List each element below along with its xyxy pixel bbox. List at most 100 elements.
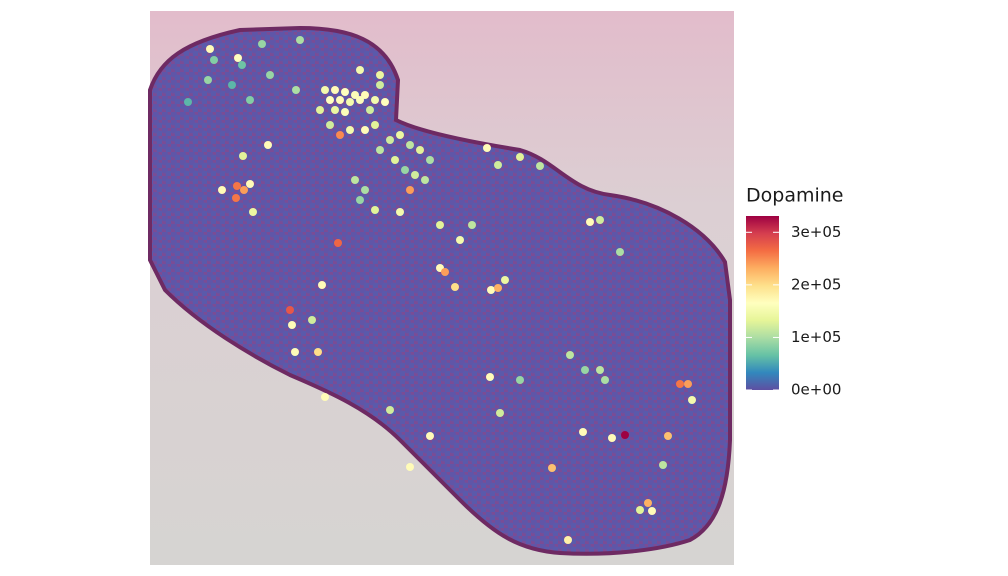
spot (238, 61, 246, 69)
spot (648, 507, 656, 515)
spot (233, 182, 241, 190)
spot (616, 248, 624, 256)
spot (386, 406, 394, 414)
spot (258, 40, 266, 48)
spot (601, 376, 609, 384)
spot (246, 180, 254, 188)
spot (487, 286, 495, 294)
spot (621, 431, 629, 439)
spot (308, 316, 316, 324)
spot (286, 306, 294, 314)
spot (346, 98, 354, 106)
spot (548, 464, 556, 472)
spot (206, 45, 214, 53)
spot (318, 281, 326, 289)
spot (366, 106, 374, 114)
spot (581, 366, 589, 374)
spot (371, 206, 379, 214)
spot (376, 146, 384, 154)
spot (264, 141, 272, 149)
spot (401, 166, 409, 174)
spot (326, 121, 334, 129)
spot (361, 126, 369, 134)
spot (336, 96, 344, 104)
spot (684, 380, 692, 388)
spot (564, 536, 572, 544)
spot (228, 81, 236, 89)
spot (501, 276, 509, 284)
spot (516, 153, 524, 161)
spot (376, 81, 384, 89)
spot (456, 236, 464, 244)
spot (406, 141, 414, 149)
spot (536, 162, 544, 170)
spot (436, 221, 444, 229)
spot (291, 348, 299, 356)
spot (579, 428, 587, 436)
spot (239, 152, 247, 160)
colorbar-tick-label: 1e+05 (791, 328, 841, 346)
colorbar (746, 216, 779, 390)
spot (688, 396, 696, 404)
colorbar-tick-label: 2e+05 (791, 275, 841, 293)
spot (314, 348, 322, 356)
spot (334, 239, 342, 247)
spot (496, 409, 504, 417)
spot (240, 186, 248, 194)
spot (371, 96, 379, 104)
spot (396, 131, 404, 139)
spot (296, 36, 304, 44)
spot (336, 131, 344, 139)
spot (184, 98, 192, 106)
spot (321, 86, 329, 94)
spot (356, 96, 364, 104)
spot (386, 136, 394, 144)
spot (391, 156, 399, 164)
spot (341, 88, 349, 96)
spot (321, 393, 329, 401)
spot (411, 171, 419, 179)
spot (451, 283, 459, 291)
spot (636, 506, 644, 514)
spot (210, 56, 218, 64)
spot (218, 186, 226, 194)
spot (486, 373, 494, 381)
spot (516, 376, 524, 384)
tissue (148, 25, 732, 556)
spot (676, 380, 684, 388)
spot (494, 284, 502, 292)
spot (326, 96, 334, 104)
spot (426, 156, 434, 164)
spot (468, 221, 476, 229)
spot (351, 91, 359, 99)
colorbar-tick-label: 0e+00 (791, 381, 841, 399)
spot (204, 76, 212, 84)
spot (381, 98, 389, 106)
spot (356, 196, 364, 204)
spot (494, 161, 502, 169)
spot (246, 96, 254, 104)
spot (664, 432, 672, 440)
spot (346, 126, 354, 134)
spot (292, 86, 300, 94)
spot (249, 208, 257, 216)
spot (331, 106, 339, 114)
spot (406, 463, 414, 471)
spot (566, 351, 574, 359)
spot (596, 366, 604, 374)
spot (596, 216, 604, 224)
spot (266, 71, 274, 79)
spot (416, 146, 424, 154)
colorbar-tick-label: 3e+05 (791, 223, 841, 241)
spot (232, 194, 240, 202)
spot (356, 66, 364, 74)
spot (331, 86, 339, 94)
spot (441, 268, 449, 276)
spot (316, 106, 324, 114)
spot (421, 176, 429, 184)
spot (586, 218, 594, 226)
spot (361, 186, 369, 194)
spot (234, 54, 242, 62)
spot (426, 432, 434, 440)
